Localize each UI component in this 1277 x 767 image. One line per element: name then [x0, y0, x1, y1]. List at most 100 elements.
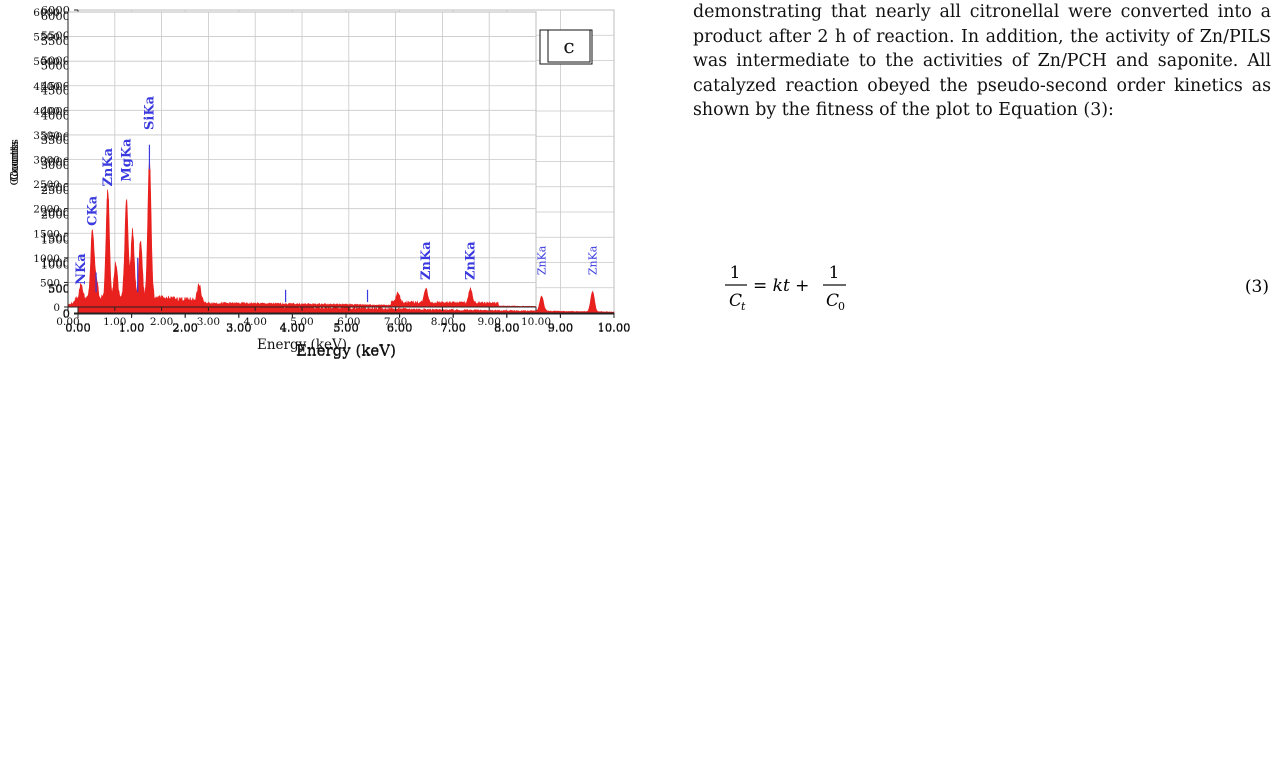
y-tick-label: 3500 [41, 129, 70, 143]
panel-label: c [563, 34, 574, 58]
y-tick-label: 2500 [41, 180, 70, 194]
x-tick-label: 8.00 [494, 321, 520, 335]
x-tick-label: 5.00 [290, 316, 313, 328]
x-tick-label: 2.00 [150, 316, 173, 328]
y-tick-label: 0 [63, 307, 70, 321]
x-tick-label: 10.00 [598, 320, 631, 334]
y-tick-label: 1500 [41, 233, 70, 247]
y-tick-label: 0 [63, 306, 70, 320]
element-label: CKa [85, 195, 100, 226]
y-tick-label: 500 [48, 282, 70, 296]
eq-mid: = kt + [753, 276, 809, 296]
x-tick-label: 9.00 [548, 320, 574, 334]
y-tick-label: 1500 [41, 230, 70, 244]
element-label: MgKa [120, 138, 135, 182]
x-tick-label: 7.00 [440, 321, 466, 335]
eq-lhs-num: 1 [730, 263, 741, 283]
x-tick-label: 7.00 [384, 316, 407, 328]
element-label: ZnKa [536, 245, 549, 275]
element-label: ZnKa [463, 241, 478, 280]
x-tick-label: 4.00 [280, 321, 306, 335]
y-tick-label: 500 [40, 277, 60, 289]
y-tick-label: 500 [48, 281, 70, 295]
x-tick-label: 0.00 [56, 316, 79, 328]
x-tick-label: 10.00 [598, 321, 631, 335]
y-axis-label: Counts [7, 141, 21, 182]
y-tick-label: 5500 [33, 32, 60, 44]
eq-lhs-den: C [729, 291, 742, 311]
eq-number: (3) [1245, 277, 1269, 297]
y-tick-label: 2500 [41, 183, 70, 197]
x-tick-label: 0.00 [65, 321, 91, 335]
x-tick-label: 4.00 [244, 316, 267, 328]
y-tick-label: 4500 [41, 79, 70, 93]
y-tick-label: 5500 [41, 34, 70, 48]
eq-rhs-den: C [826, 291, 839, 311]
y-tick-label: 6000 [41, 9, 70, 23]
x-tick-label: 9.00 [478, 316, 501, 328]
y-tick-label: 2500 [33, 179, 60, 191]
element-label: ZnKa [101, 147, 116, 186]
x-tick-label: 2.00 [172, 321, 198, 335]
x-tick-label: 5.00 [333, 321, 359, 335]
x-tick-label: 9.00 [548, 321, 574, 335]
x-tick-label: 6.00 [337, 316, 360, 328]
y-tick-label: 1000 [33, 253, 60, 265]
eq-lhs-den-sub: t [741, 300, 746, 313]
y-tick-label: 2000 [41, 208, 70, 222]
y-tick-label: 4000 [41, 104, 70, 118]
y-tick-label: 3000 [41, 155, 70, 169]
equation-3: 1 C t = kt + 1 C 0 (3) [693, 258, 1271, 318]
y-tick-label: 5500 [41, 28, 70, 42]
y-axis-label: Counts [7, 144, 21, 185]
x-axis-label: Energy (keV) [296, 342, 396, 360]
y-tick-label: 6000 [33, 7, 60, 19]
x-tick-label: 3.00 [197, 316, 220, 328]
x-tick-label: 5.00 [333, 320, 359, 334]
element-label: SiKa [142, 95, 157, 130]
y-tick-label: 5000 [33, 56, 60, 68]
y-tick-label: 4500 [41, 84, 70, 98]
y-tick-label: 3500 [33, 130, 60, 142]
x-tick-label: 3.00 [226, 320, 252, 334]
eds-spectrum-c: NKa CKa ZnKa MgKa SiKa ZnKa ZnKa 0 500 1000 1500 20… [0, 0, 627, 370]
x-tick-label: 7.00 [440, 320, 466, 334]
x-tick-label: 6.00 [387, 321, 413, 335]
y-tick-label: 3500 [41, 133, 70, 147]
y-tick-label: 5000 [41, 54, 70, 68]
panel-label-box [547, 29, 591, 63]
element-label: NKa [74, 253, 89, 285]
x-tick-label: 8.00 [431, 316, 454, 328]
element-label: ZnKa [587, 245, 600, 275]
eq-rhs-den-sub: 0 [838, 300, 845, 313]
x-tick-label: 8.00 [494, 320, 520, 334]
y-tick-label: 6000 [41, 3, 70, 17]
x-tick-label: 1.00 [103, 316, 126, 328]
x-axis-label: Energy (keV) [257, 337, 347, 353]
x-tick-label: 1.00 [119, 320, 145, 334]
x-tick-label: 1.00 [119, 321, 145, 335]
y-tick-label: 5000 [41, 59, 70, 73]
x-tick-label: 0.00 [65, 320, 91, 334]
element-label: ZnKa [419, 241, 434, 280]
body-text: demonstrating that nearly all citronella… [693, 0, 1271, 123]
y-tick-label: 2000 [33, 204, 60, 216]
paragraph: demonstrating that nearly all citronella… [693, 2, 1271, 121]
y-tick-label: 3000 [33, 155, 60, 167]
y-tick-label: 1000 [41, 257, 70, 271]
y-tick-label: 4500 [33, 81, 60, 93]
x-tick-label: 4.00 [280, 320, 306, 334]
eq-rhs-num: 1 [829, 263, 840, 283]
x-tick-label: 2.00 [172, 320, 198, 334]
y-tick-label: 4000 [41, 108, 70, 122]
x-tick-label: 6.00 [387, 320, 413, 334]
x-tick-label: 3.00 [226, 321, 252, 335]
y-tick-label: 0 [53, 302, 60, 314]
y-axis-label: Counts [7, 139, 21, 180]
y-tick-label: 3000 [41, 158, 70, 172]
y-tick-label: 2000 [41, 205, 70, 219]
y-tick-label: 4000 [33, 105, 60, 117]
equation-svg: 1 C t = kt + 1 C 0 (3) [725, 263, 1269, 313]
x-tick-label: 10.00 [521, 316, 551, 328]
x-axis-label: Energy (keV) [296, 341, 396, 359]
